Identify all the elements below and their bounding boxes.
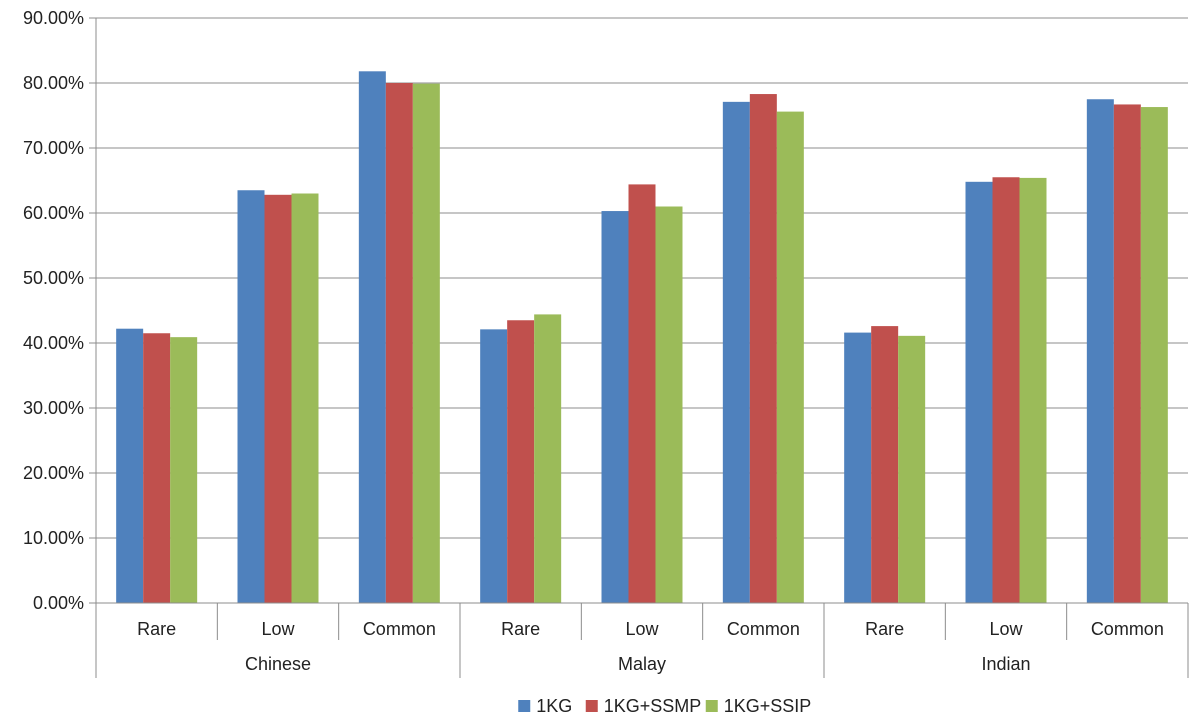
bar — [628, 184, 656, 603]
y-tick-label: 80.00% — [23, 73, 84, 93]
x-tick-label: Rare — [865, 619, 904, 639]
bar — [412, 83, 440, 603]
y-tick-label: 70.00% — [23, 138, 84, 158]
axes — [89, 17, 1189, 678]
bar — [965, 181, 993, 604]
bar — [844, 332, 872, 603]
bar — [749, 94, 777, 604]
bar — [237, 190, 265, 603]
bar — [898, 335, 926, 603]
y-tick-label: 30.00% — [23, 398, 84, 418]
bar — [291, 193, 319, 603]
y-tick-label: 10.00% — [23, 528, 84, 548]
legend-label: 1KG+SSIP — [724, 696, 812, 716]
bar — [1113, 104, 1141, 603]
y-tick-label: 60.00% — [23, 203, 84, 223]
bar — [655, 206, 683, 603]
x-tick-label: Common — [727, 619, 800, 639]
bar — [601, 211, 629, 604]
bars — [116, 71, 1168, 604]
group-label: Malay — [618, 654, 666, 674]
bar — [1019, 177, 1047, 603]
x-tick-label: Common — [363, 619, 436, 639]
tick-labels: 0.00% 10.00% 20.00% 30.00% 40.00% 50.00% 60.00… — [23, 8, 1164, 674]
bar — [507, 320, 535, 603]
bar — [1140, 107, 1168, 604]
x-tick-label: Rare — [501, 619, 540, 639]
y-tick-label: 0.00% — [33, 593, 84, 613]
x-tick-label: Common — [1091, 619, 1164, 639]
legend-swatch — [518, 700, 531, 712]
legend-swatch — [705, 700, 718, 712]
y-tick-label: 50.00% — [23, 268, 84, 288]
bar — [264, 194, 292, 604]
group-label: Chinese — [245, 654, 311, 674]
legend-swatch — [585, 700, 598, 712]
bar — [143, 333, 171, 603]
bar — [480, 329, 508, 603]
bar — [871, 326, 899, 603]
y-tick-label: 90.00% — [23, 8, 84, 28]
y-tick-label: 20.00% — [23, 463, 84, 483]
bar — [722, 101, 750, 603]
x-tick-label: Rare — [137, 619, 176, 639]
bar — [358, 71, 386, 604]
x-tick-label: Low — [625, 619, 659, 639]
bar — [385, 83, 413, 603]
bar — [534, 314, 562, 603]
x-tick-label: Low — [261, 619, 295, 639]
group-label: Indian — [981, 654, 1030, 674]
legend: 1KG 1KG+SSMP 1KG+SSIP — [518, 696, 811, 716]
bar — [992, 177, 1020, 603]
bar — [170, 337, 198, 603]
bar — [116, 328, 144, 603]
legend-label: 1KG+SSMP — [604, 696, 702, 716]
bar — [1086, 99, 1114, 603]
bar — [776, 111, 804, 603]
x-tick-label: Low — [989, 619, 1023, 639]
y-tick-label: 40.00% — [23, 333, 84, 353]
legend-label: 1KG — [536, 696, 572, 716]
